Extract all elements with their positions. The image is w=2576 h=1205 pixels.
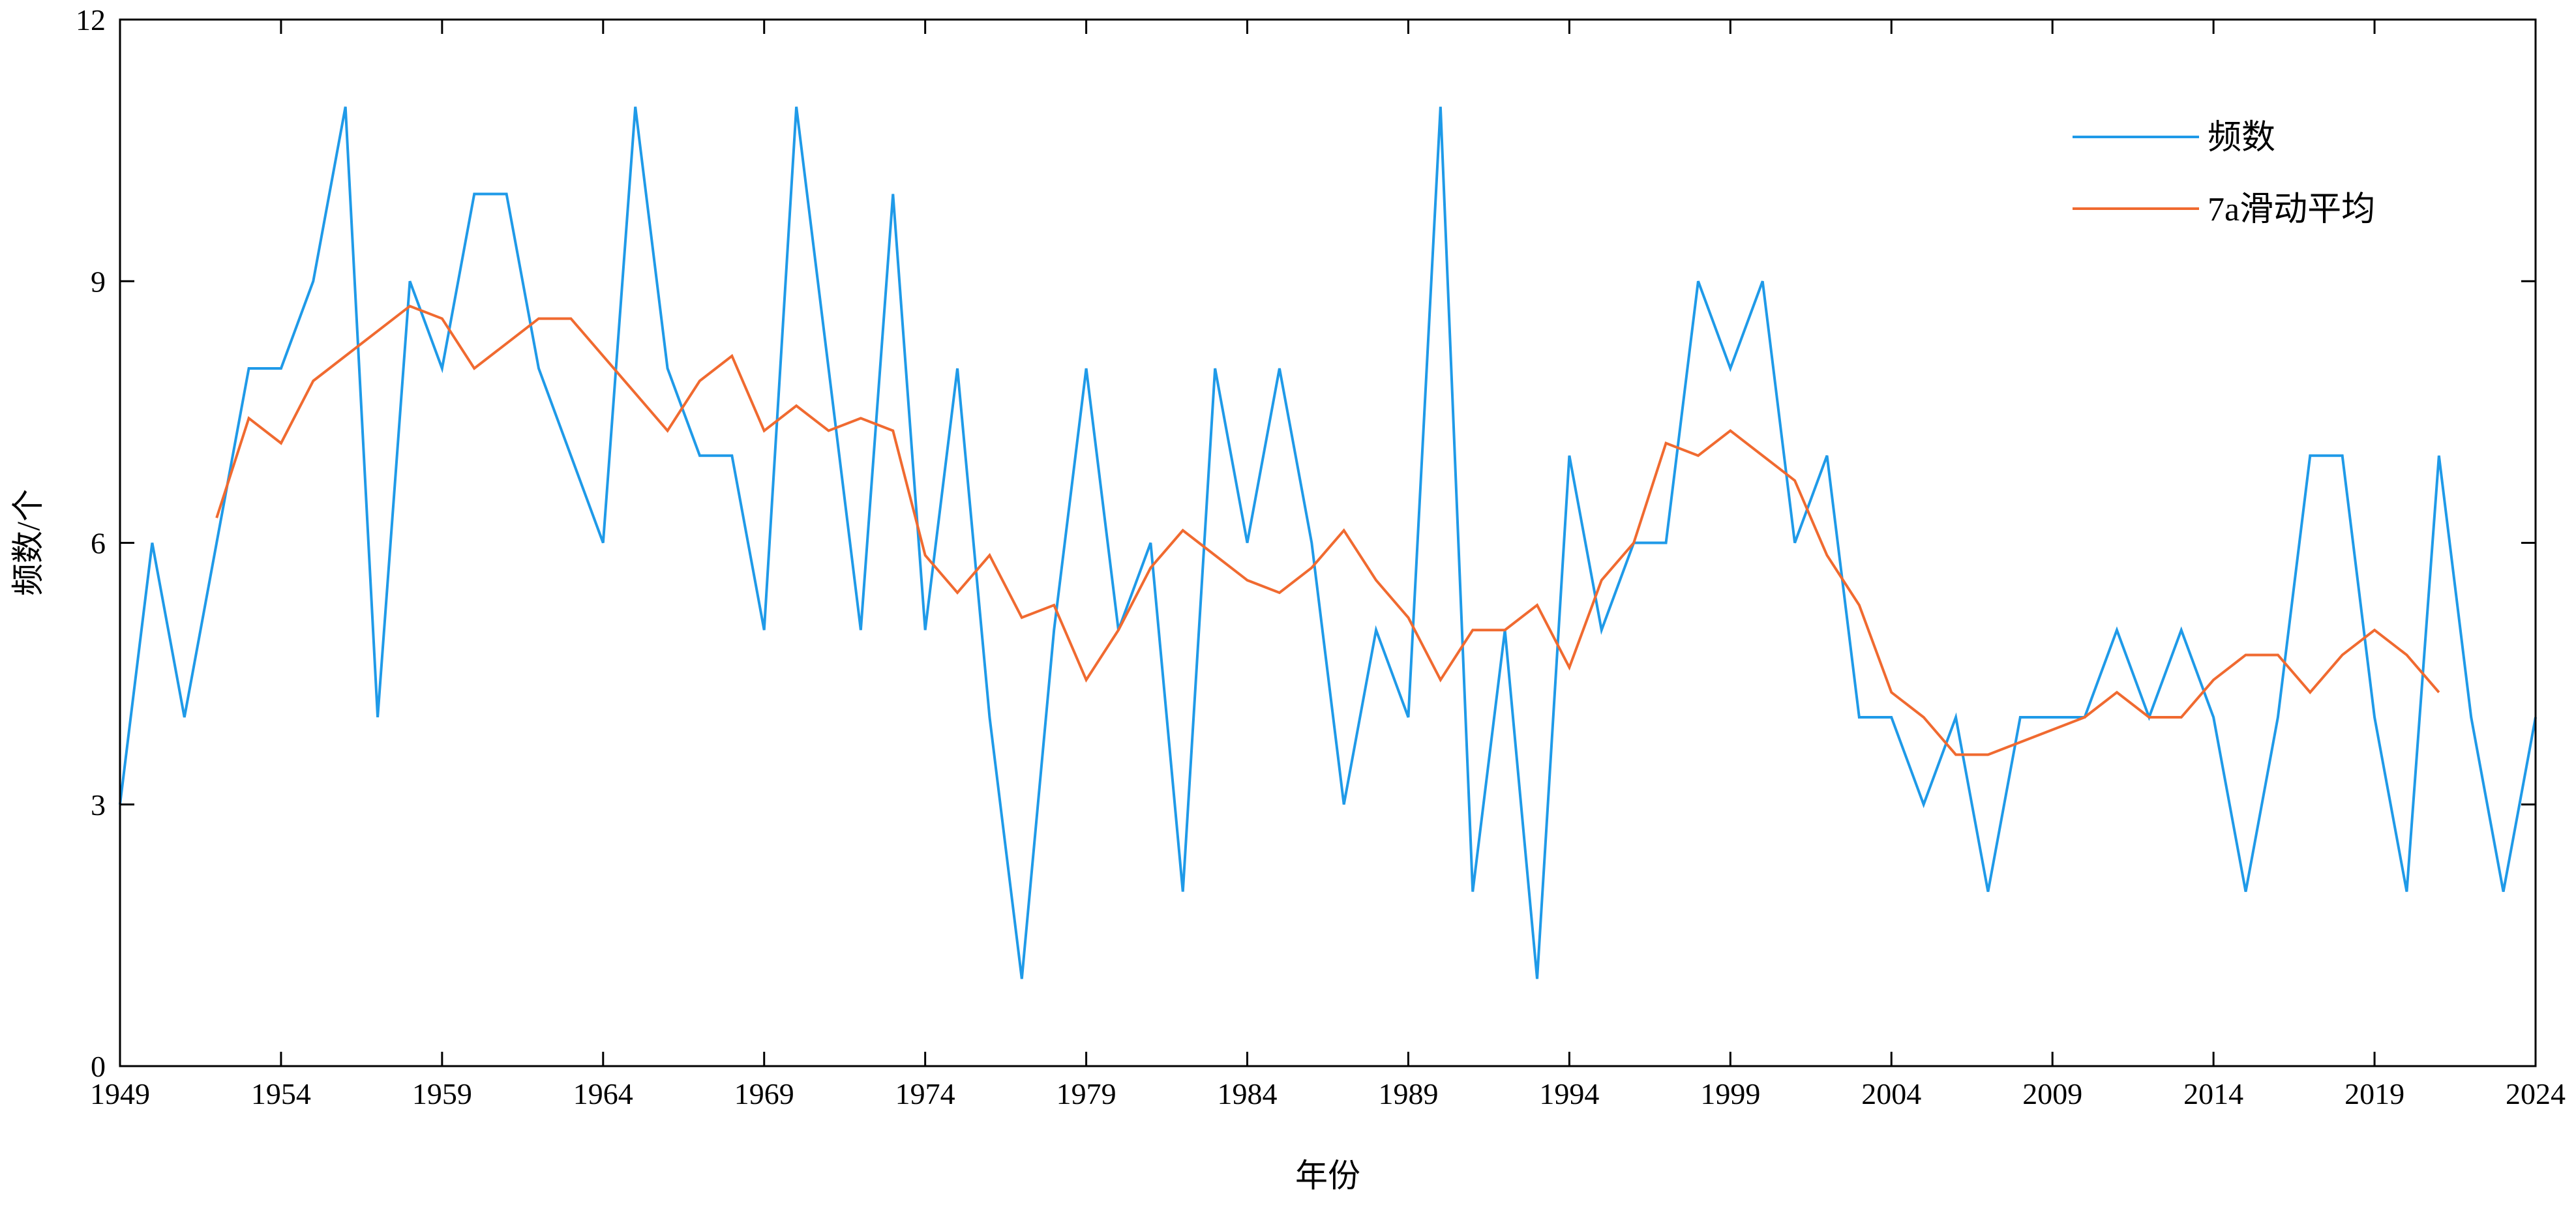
x-tick-label: 1989 [1378, 1077, 1438, 1110]
x-tick-label: 1959 [412, 1077, 472, 1110]
x-tick-label: 2004 [1861, 1077, 1921, 1110]
y-tick-label: 6 [91, 527, 106, 560]
x-tick-label: 1974 [895, 1077, 955, 1110]
x-tick-label: 1964 [573, 1077, 633, 1110]
x-tick-label: 2014 [2183, 1077, 2243, 1110]
x-axis-label: 年份 [1295, 1157, 1360, 1194]
x-tick-label: 1954 [251, 1077, 311, 1110]
y-tick-label: 0 [91, 1050, 106, 1083]
legend-label-frequency: 频数 [2208, 119, 2275, 156]
y-tick-label: 12 [76, 3, 106, 37]
x-tick-label: 1984 [1218, 1077, 1278, 1110]
x-tick-label: 1949 [90, 1077, 150, 1110]
series-line-moving-average [215, 305, 2440, 756]
plot-area [119, 106, 2537, 979]
x-tick-label: 1979 [1056, 1077, 1116, 1110]
legend: 频数 7a滑动平均 [2073, 119, 2375, 228]
y-axis-label: 频数/个 [10, 489, 46, 596]
x-tick-label: 2009 [2022, 1077, 2082, 1110]
x-tick-label: 2024 [2506, 1077, 2566, 1110]
series-line-frequency [119, 106, 2537, 979]
y-tick-label: 9 [91, 265, 106, 298]
axes-box [119, 18, 2537, 1067]
x-tick-label: 1994 [1539, 1077, 1599, 1110]
legend-label-moving-average: 7a滑动平均 [2208, 191, 2375, 228]
x-tick-label: 1999 [1700, 1077, 1760, 1110]
x-tick-label: 2019 [2344, 1077, 2404, 1110]
x-tick-label: 1969 [734, 1077, 794, 1110]
axis-ticks: 1949 1954 1959 1964 1969 1974 1979 1984 1989 1994… [76, 3, 2566, 1110]
y-tick-label: 3 [91, 788, 106, 822]
